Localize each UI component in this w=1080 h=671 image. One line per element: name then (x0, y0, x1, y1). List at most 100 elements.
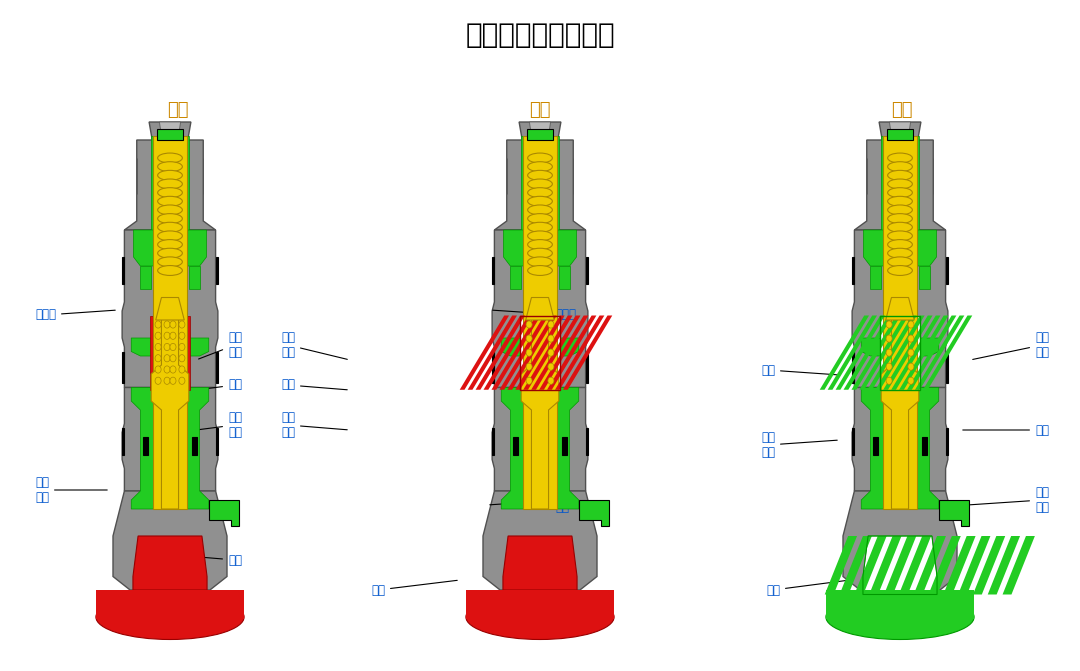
Polygon shape (867, 315, 917, 390)
Bar (523, 136, 557, 509)
Polygon shape (548, 315, 596, 390)
Polygon shape (526, 297, 554, 320)
Ellipse shape (158, 197, 183, 206)
Polygon shape (958, 536, 990, 595)
Ellipse shape (156, 355, 161, 362)
Polygon shape (886, 297, 915, 320)
Ellipse shape (179, 366, 185, 373)
Polygon shape (820, 315, 869, 390)
Polygon shape (519, 122, 561, 140)
Ellipse shape (528, 257, 552, 267)
Ellipse shape (158, 248, 183, 258)
Text: 管路安全阀和补偿阀: 管路安全阀和补偿阀 (465, 21, 615, 49)
Ellipse shape (888, 248, 913, 258)
Text: 弹簧
腔室: 弹簧 腔室 (281, 331, 348, 360)
Ellipse shape (886, 335, 892, 342)
Ellipse shape (888, 266, 913, 276)
Polygon shape (523, 315, 572, 390)
Ellipse shape (526, 363, 532, 370)
Polygon shape (939, 500, 969, 525)
Polygon shape (492, 230, 588, 387)
Polygon shape (521, 315, 559, 390)
Polygon shape (475, 315, 525, 390)
Ellipse shape (158, 266, 183, 276)
Polygon shape (134, 230, 206, 266)
Polygon shape (495, 140, 585, 230)
Polygon shape (851, 315, 901, 390)
Polygon shape (492, 387, 588, 491)
Polygon shape (579, 500, 609, 525)
Ellipse shape (528, 179, 552, 189)
Polygon shape (208, 500, 239, 525)
Polygon shape (585, 257, 588, 284)
Ellipse shape (888, 205, 913, 215)
Polygon shape (522, 318, 558, 509)
Polygon shape (946, 352, 948, 383)
Ellipse shape (528, 162, 552, 172)
Text: 弹簧: 弹簧 (761, 364, 837, 376)
Ellipse shape (548, 321, 554, 328)
Ellipse shape (528, 222, 552, 232)
Bar (826, 590, 974, 619)
Polygon shape (189, 266, 200, 289)
Ellipse shape (888, 197, 913, 206)
Polygon shape (852, 387, 948, 491)
Ellipse shape (158, 257, 183, 267)
Polygon shape (503, 230, 577, 266)
Polygon shape (501, 387, 579, 509)
Polygon shape (484, 315, 532, 390)
Polygon shape (946, 257, 948, 284)
Ellipse shape (908, 321, 914, 328)
Polygon shape (492, 352, 495, 383)
Ellipse shape (158, 213, 183, 223)
Text: 外部
滑阀: 外部 滑阀 (970, 486, 1049, 514)
Ellipse shape (888, 240, 913, 250)
Ellipse shape (164, 321, 170, 328)
Ellipse shape (526, 335, 532, 342)
Polygon shape (900, 315, 948, 390)
Ellipse shape (526, 349, 532, 356)
Polygon shape (122, 428, 124, 455)
Polygon shape (216, 352, 218, 383)
Text: 安全: 安全 (529, 101, 551, 119)
Ellipse shape (170, 355, 176, 362)
Ellipse shape (886, 349, 892, 356)
Ellipse shape (158, 222, 183, 232)
Ellipse shape (164, 366, 170, 373)
Ellipse shape (156, 321, 161, 328)
Ellipse shape (888, 170, 913, 180)
Text: 内部
滑阀: 内部 滑阀 (199, 411, 242, 439)
Text: 弹簧: 弹簧 (281, 378, 348, 391)
Polygon shape (879, 122, 921, 140)
Polygon shape (122, 230, 218, 387)
Ellipse shape (908, 363, 914, 370)
Text: 弹簧
腔室: 弹簧 腔室 (199, 331, 242, 359)
Ellipse shape (548, 349, 554, 356)
Polygon shape (483, 491, 597, 590)
Polygon shape (143, 437, 148, 455)
Ellipse shape (158, 170, 183, 180)
Polygon shape (192, 437, 198, 455)
Ellipse shape (170, 377, 176, 384)
Ellipse shape (886, 377, 892, 384)
Polygon shape (854, 536, 887, 595)
Text: 外部
滑阀: 外部 滑阀 (489, 486, 569, 514)
Ellipse shape (158, 179, 183, 189)
Polygon shape (946, 428, 948, 455)
Ellipse shape (528, 240, 552, 250)
Ellipse shape (158, 240, 183, 250)
Polygon shape (919, 266, 930, 289)
Bar (153, 136, 187, 509)
Polygon shape (124, 140, 216, 230)
Polygon shape (852, 428, 854, 455)
Polygon shape (899, 536, 931, 595)
Bar (96, 590, 244, 619)
Ellipse shape (158, 231, 183, 241)
Text: 活塞: 活塞 (372, 580, 457, 597)
Polygon shape (852, 257, 854, 284)
Polygon shape (508, 315, 556, 390)
Polygon shape (511, 266, 521, 289)
Ellipse shape (164, 377, 170, 384)
Polygon shape (891, 315, 941, 390)
Ellipse shape (886, 321, 892, 328)
